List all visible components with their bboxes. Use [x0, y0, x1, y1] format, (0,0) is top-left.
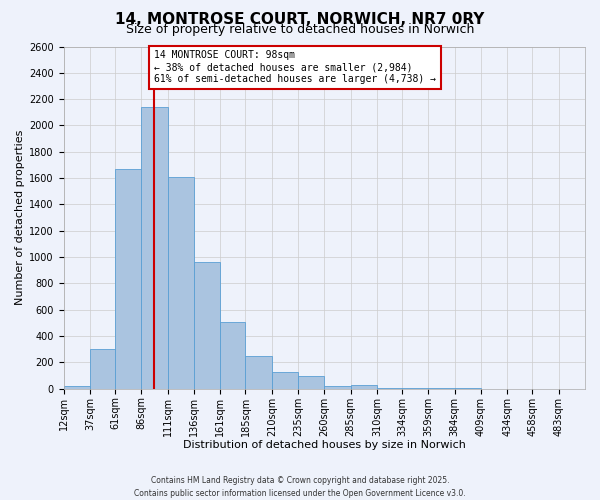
Bar	[220, 322, 245, 389]
Bar	[377, 388, 402, 389]
Bar	[272, 372, 298, 389]
Bar	[168, 177, 194, 389]
Bar	[64, 386, 90, 389]
Bar	[428, 388, 455, 389]
X-axis label: Distribution of detached houses by size in Norwich: Distribution of detached houses by size …	[183, 440, 466, 450]
Bar	[402, 388, 428, 389]
Text: 14, MONTROSE COURT, NORWICH, NR7 0RY: 14, MONTROSE COURT, NORWICH, NR7 0RY	[115, 12, 485, 28]
Bar	[90, 350, 115, 389]
Text: 14 MONTROSE COURT: 98sqm
← 38% of detached houses are smaller (2,984)
61% of sem: 14 MONTROSE COURT: 98sqm ← 38% of detach…	[154, 50, 436, 84]
Bar	[115, 169, 142, 389]
Text: Size of property relative to detached houses in Norwich: Size of property relative to detached ho…	[126, 22, 474, 36]
Bar	[194, 262, 220, 389]
Bar	[142, 107, 168, 389]
Bar	[325, 386, 350, 389]
Text: Contains HM Land Registry data © Crown copyright and database right 2025.
Contai: Contains HM Land Registry data © Crown c…	[134, 476, 466, 498]
Y-axis label: Number of detached properties: Number of detached properties	[15, 130, 25, 306]
Bar	[298, 376, 325, 389]
Bar	[245, 356, 272, 389]
Bar	[350, 385, 377, 389]
